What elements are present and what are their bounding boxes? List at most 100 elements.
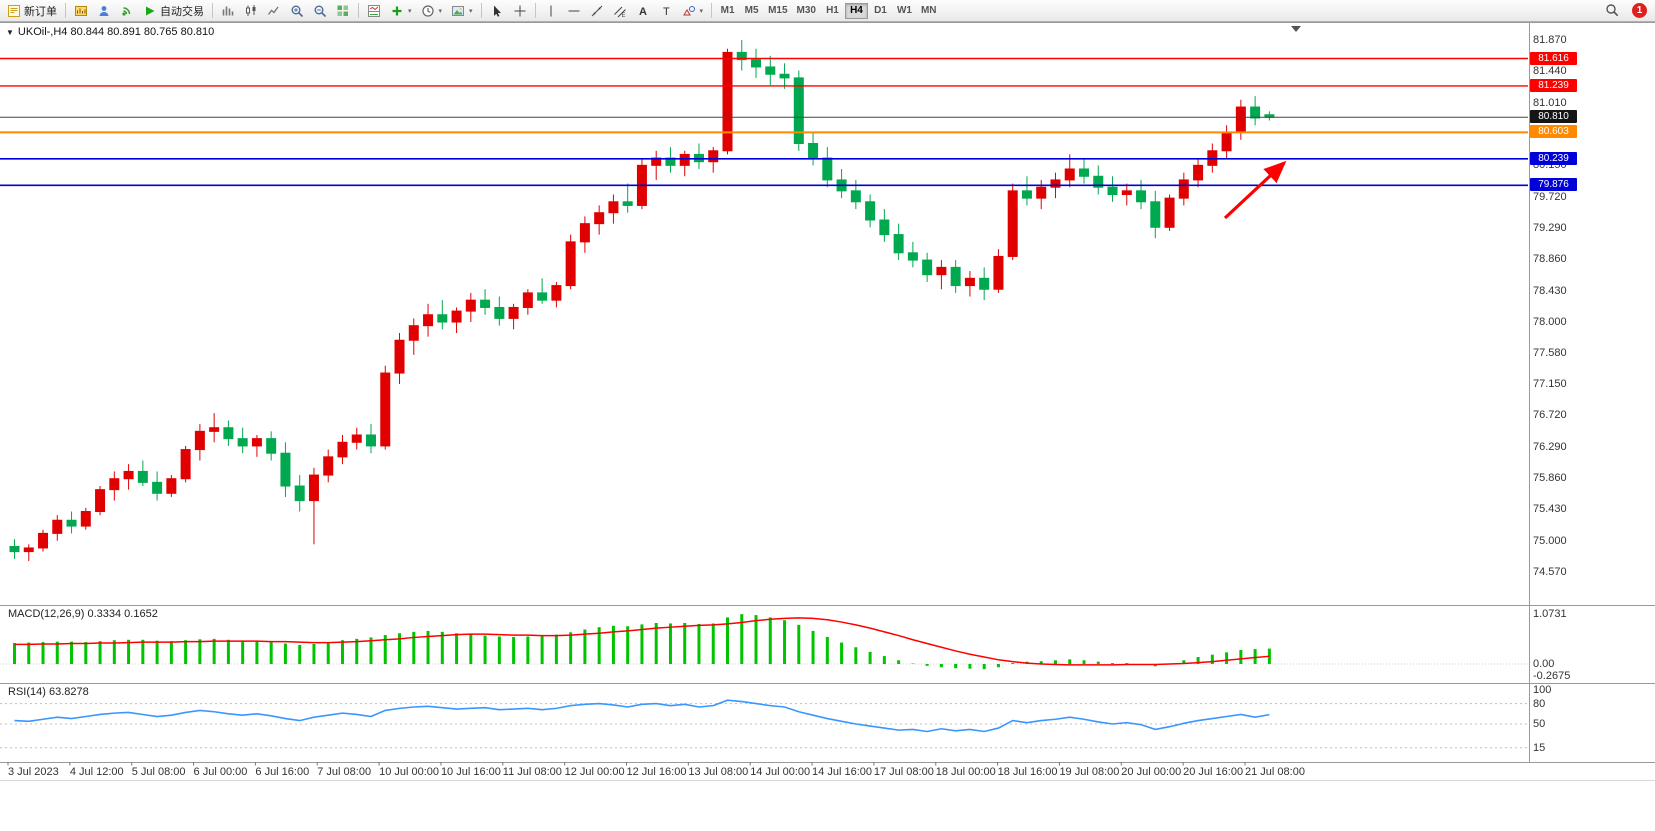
autotrading-button[interactable]: 自动交易	[139, 2, 208, 20]
toolbar-right: 1	[1601, 2, 1652, 20]
candle	[950, 266, 961, 287]
candle	[1064, 168, 1075, 181]
candle	[366, 434, 376, 447]
candle	[651, 157, 662, 166]
zoom-in-button[interactable]	[286, 2, 308, 20]
candle	[1093, 175, 1104, 188]
cursor-button[interactable]	[486, 2, 508, 20]
new-order-button[interactable]: 新订单	[3, 2, 61, 20]
candle	[152, 481, 163, 494]
timeframe-m5-button[interactable]: M5	[740, 3, 763, 19]
candle	[1164, 197, 1175, 228]
candle	[237, 438, 248, 447]
arrow-object[interactable]	[1223, 160, 1287, 220]
timeframe-h4-button[interactable]: H4	[844, 2, 868, 19]
separator	[358, 3, 359, 18]
equidistant-channel-button[interactable]: E	[609, 2, 631, 20]
candle	[922, 259, 933, 276]
candle	[1250, 106, 1261, 119]
candle	[38, 532, 49, 549]
chevron-down-icon: ▾	[469, 7, 473, 15]
candle	[1150, 201, 1161, 228]
candle	[708, 150, 719, 163]
timeframe-m1-button[interactable]: M1	[716, 3, 739, 19]
candle	[451, 310, 462, 323]
candle	[408, 325, 419, 341]
candle	[1136, 190, 1147, 203]
trendline-button[interactable]	[586, 2, 608, 20]
indicator-windows-button[interactable]	[363, 2, 385, 20]
candle	[437, 314, 448, 323]
navigator-button[interactable]	[116, 2, 138, 20]
candle	[1007, 190, 1018, 257]
candlestick-chart-button[interactable]	[240, 2, 262, 20]
vertical-line-icon	[550, 5, 552, 16]
profiles-button[interactable]	[70, 2, 92, 20]
new-order-icon	[8, 4, 20, 17]
candle	[565, 241, 576, 287]
candle	[679, 153, 690, 166]
tile-windows-icon	[337, 5, 348, 16]
text-icon: A	[639, 6, 647, 18]
candle	[9, 545, 20, 553]
candle	[209, 427, 220, 432]
candle	[1178, 179, 1189, 199]
candle	[1050, 179, 1061, 188]
tile-windows-button[interactable]	[332, 2, 354, 20]
horizontal-line-button[interactable]	[563, 2, 585, 20]
toolbar: 新订单 自动交易 ▾ ▾ ▾ E A T ▾ M1 M5 M15 M30 H1 H4 D1 W…	[0, 0, 1655, 22]
candle	[751, 59, 762, 68]
candle	[66, 519, 77, 527]
candle	[251, 438, 262, 447]
separator	[212, 3, 213, 18]
chevron-down-icon: ▾	[699, 7, 704, 15]
timeframe-h1-button[interactable]: H1	[821, 3, 844, 19]
vertical-line-button[interactable]	[540, 2, 562, 20]
separator	[65, 3, 66, 18]
timeframe-m15-button[interactable]: M15	[764, 3, 791, 19]
text-label-button[interactable]: T	[655, 2, 677, 20]
zoom-in-icon	[291, 5, 304, 17]
horizontal-line-icon	[568, 10, 580, 11]
candle	[608, 201, 619, 214]
candle	[95, 489, 106, 513]
bar-chart-button[interactable]	[217, 2, 239, 20]
timeframe-mn-button[interactable]: MN	[917, 3, 941, 19]
candle	[522, 292, 533, 308]
candle	[280, 452, 291, 487]
separator	[711, 3, 713, 18]
search-button[interactable]	[1601, 2, 1624, 20]
separator	[534, 3, 536, 18]
candle	[166, 478, 177, 494]
candle	[494, 306, 505, 319]
candle	[423, 314, 434, 327]
candle	[964, 277, 975, 287]
timeframe-m30-button[interactable]: M30	[793, 3, 820, 19]
line-chart-button[interactable]	[263, 2, 285, 20]
shapes-icon	[682, 5, 695, 15]
autotrading-label: 自动交易	[160, 5, 204, 18]
rsi-line	[14, 699, 1270, 733]
notification-badge[interactable]: 1	[1632, 3, 1647, 18]
timeframe-w1-button[interactable]: W1	[893, 3, 916, 19]
periods-button[interactable]: ▾	[417, 2, 447, 20]
shapes-button[interactable]: ▾	[678, 2, 708, 20]
candle	[1207, 150, 1218, 166]
chart-shift-marker[interactable]	[1291, 26, 1301, 32]
timeframe-group: M1 M5 M15 M30 H1 H4 D1 W1 MN	[716, 2, 941, 19]
candle	[865, 201, 876, 221]
market-watch-button[interactable]	[93, 2, 115, 20]
templates-button[interactable]: ▾	[447, 2, 477, 20]
chevron-down-icon: ▾	[408, 7, 412, 15]
candle	[579, 223, 590, 243]
text-button[interactable]: A	[632, 2, 654, 20]
crosshair-button[interactable]	[509, 2, 531, 20]
candle	[337, 441, 348, 458]
candle	[137, 470, 148, 483]
candle	[779, 73, 790, 79]
candle	[180, 449, 191, 480]
zoom-out-button[interactable]	[309, 2, 331, 20]
timeframe-d1-button[interactable]: D1	[869, 3, 892, 19]
add-indicator-button[interactable]: ▾	[386, 2, 416, 20]
